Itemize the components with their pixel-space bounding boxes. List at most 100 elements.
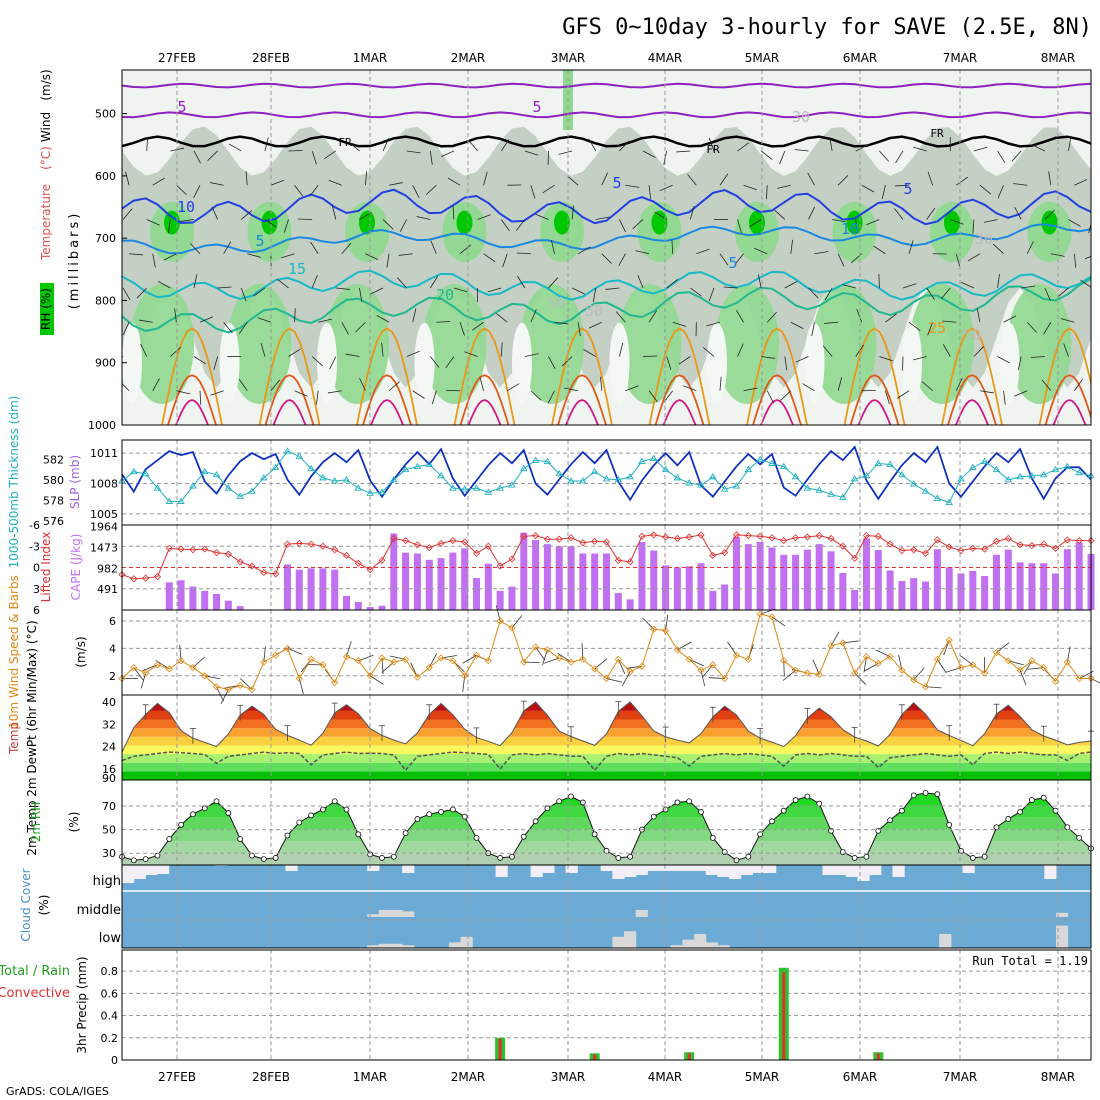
wind-barb xyxy=(1021,285,1036,289)
date-label-top: 27FEB xyxy=(158,51,196,65)
wind-barb xyxy=(824,287,833,301)
wind-barb xyxy=(625,385,639,392)
wind-barb xyxy=(479,377,484,391)
cape-bar xyxy=(378,605,386,610)
lifted-index-point xyxy=(484,542,492,550)
contour-label: FR xyxy=(706,143,720,156)
wind-barb xyxy=(1057,287,1069,298)
wind-barb xyxy=(784,281,798,289)
isotherm-warm-arch xyxy=(175,399,209,425)
wind-barb xyxy=(976,308,981,323)
wind-barb xyxy=(264,219,277,228)
cloud-high-bar xyxy=(869,865,882,875)
wind-speed-point xyxy=(142,669,150,677)
isotherm-warm-arch xyxy=(662,399,697,425)
isotherm-warm-arch xyxy=(760,399,794,425)
precip-frame xyxy=(121,949,1092,1061)
temp-band xyxy=(122,771,1091,780)
wind-barb xyxy=(193,274,198,289)
wind-barb xyxy=(1041,379,1052,391)
cape-bar xyxy=(874,550,882,610)
rh-point xyxy=(922,790,929,796)
contour-label: FR xyxy=(338,136,352,149)
wind-barb xyxy=(913,667,925,681)
lifted-index-point xyxy=(910,546,918,554)
rh-point xyxy=(237,836,244,842)
wind-barb xyxy=(550,239,555,254)
wind-barb xyxy=(577,322,581,337)
wind-barb xyxy=(223,321,233,334)
wind-barb xyxy=(856,309,863,323)
isotherm-warm-arch xyxy=(746,327,808,425)
cape-bar xyxy=(319,568,327,610)
wind-barb xyxy=(854,672,867,685)
wind-barb xyxy=(734,253,744,265)
rh-point xyxy=(792,797,799,803)
cloud-level-label: low xyxy=(99,931,122,946)
lifted-index-point xyxy=(567,534,575,542)
contour-label: 50 xyxy=(963,326,981,344)
cloud-high-bar xyxy=(565,865,578,873)
rh-point xyxy=(662,806,669,813)
wind-barb xyxy=(802,383,815,392)
cape-bar xyxy=(425,559,433,610)
contour-label: 50 xyxy=(547,294,565,312)
isotherm-line xyxy=(122,223,1091,255)
wind-barb xyxy=(811,322,815,337)
wind-barb xyxy=(223,241,232,254)
chart-title: GFS 0~10day 3-hourly for SAVE (2.5E, 8N) xyxy=(562,15,1092,40)
cloud-high-bar xyxy=(694,865,707,871)
rh-point xyxy=(178,821,184,828)
wind-speed-point xyxy=(437,654,445,662)
wind-barb xyxy=(416,216,431,220)
rh-wet-core xyxy=(944,210,960,235)
wind-speed-point xyxy=(1040,664,1048,672)
wind-barb xyxy=(743,387,758,392)
thickness-point xyxy=(200,467,209,475)
upper-air-field: 5 5 FR FR FR 5 10 5 5 15 20 10 5 25 50 50 30 30 50 xyxy=(122,70,1091,425)
cape-bar xyxy=(933,549,941,610)
wind-barb xyxy=(567,175,579,186)
cape-bar xyxy=(402,552,410,610)
wind-barb xyxy=(1074,178,1088,186)
rh-point xyxy=(308,812,314,819)
wind-speed-point xyxy=(1016,666,1024,674)
wind-barb xyxy=(453,287,468,293)
wind-speed-point xyxy=(910,676,918,684)
thickness-point xyxy=(555,469,564,477)
wind-barb xyxy=(1080,279,1091,288)
cloud-high-bar xyxy=(285,865,298,871)
wind-barb xyxy=(696,248,710,255)
rh-point xyxy=(934,791,941,798)
wind-barb xyxy=(397,277,407,289)
wind-barb xyxy=(365,171,368,186)
wind-barb xyxy=(441,150,455,158)
wind-speed-point xyxy=(602,674,611,683)
isotherm-warm-arch xyxy=(362,374,412,425)
thickness-point xyxy=(945,498,953,505)
wind-speed-point xyxy=(898,666,906,674)
thickness-point xyxy=(768,459,776,466)
wind-barb xyxy=(595,216,610,220)
cloud-high-bar xyxy=(682,865,695,871)
date-label-bottom: 2MAR xyxy=(451,1070,486,1084)
wind-barb xyxy=(895,150,904,164)
rh-point xyxy=(284,832,291,839)
contour-label: 5 xyxy=(903,180,912,198)
cape-bar xyxy=(224,600,232,610)
thickness-point xyxy=(921,487,930,494)
wind-speed-point xyxy=(709,661,717,669)
wind-barb xyxy=(690,287,702,297)
lifted-index-point xyxy=(366,566,374,574)
thickness-point xyxy=(980,457,989,464)
wind-barb xyxy=(138,319,153,323)
precip-convective-bar xyxy=(498,1038,502,1060)
isotherm-warm-arch xyxy=(849,374,900,425)
wind-barb xyxy=(157,281,171,289)
lifted-index-point xyxy=(898,546,906,555)
wind-speed-point xyxy=(721,674,729,683)
rh-point xyxy=(910,792,917,799)
cloud-high-bar xyxy=(145,865,158,875)
thickness-point xyxy=(307,464,315,472)
contour-label: 10 xyxy=(841,220,859,238)
